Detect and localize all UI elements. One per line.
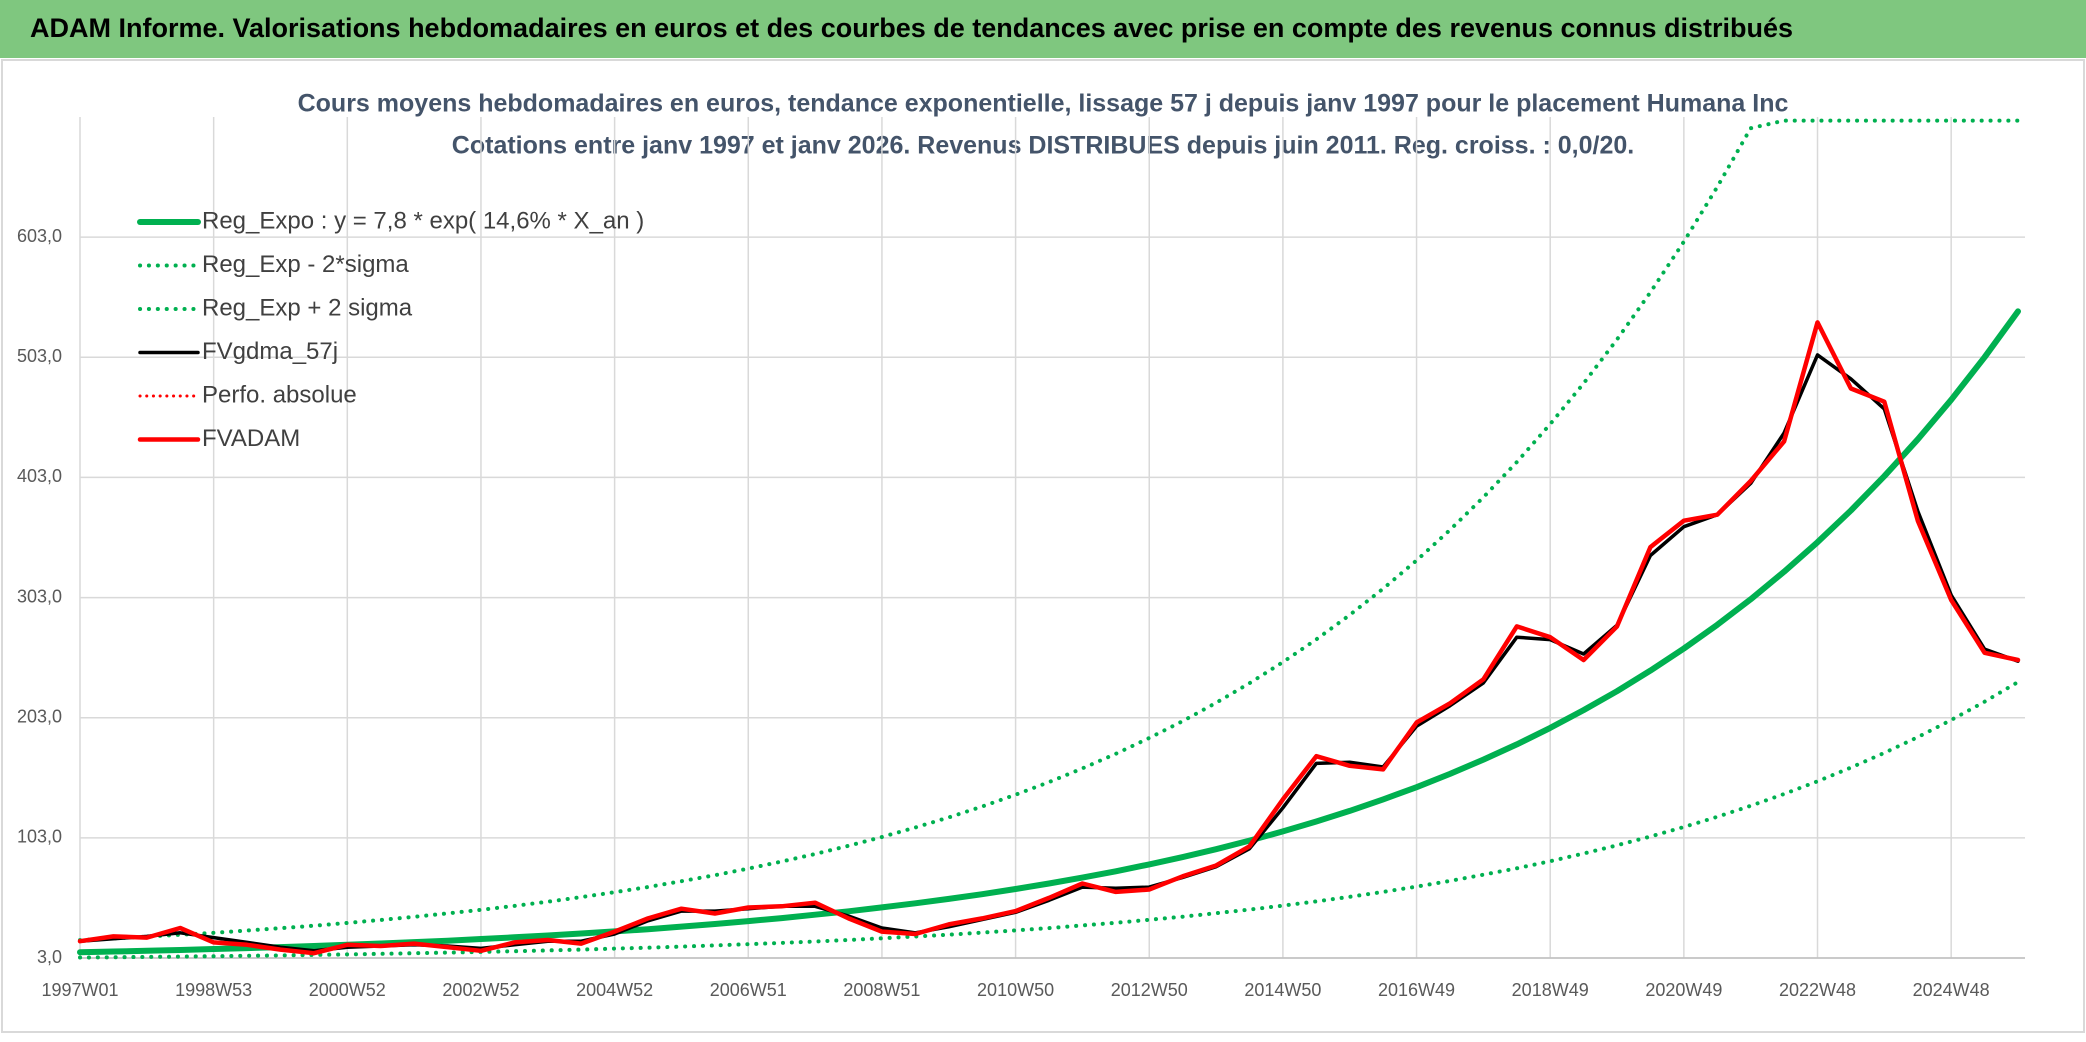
chart-title: Cours moyens hebdomadaires en euros, ten… <box>298 90 1789 118</box>
legend-label: Reg_Exp + 2 sigma <box>202 294 413 321</box>
y-tick-label: 3,0 <box>37 947 62 967</box>
y-tick-label: 503,0 <box>17 346 62 366</box>
x-tick-label: 2010W50 <box>977 980 1054 1000</box>
y-tick-label: 303,0 <box>17 586 62 606</box>
legend-label: FVADAM <box>202 425 300 452</box>
y-tick-label: 603,0 <box>17 226 62 246</box>
y-tick-label: 103,0 <box>17 827 62 847</box>
series-line <box>78 118 2020 943</box>
x-tick-label: 2006W51 <box>710 980 787 1000</box>
header-title: ADAM Informe. Valorisations hebdomadaire… <box>30 13 1793 43</box>
x-tick-label: 2016W49 <box>1378 980 1455 1000</box>
x-tick-label: 2002W52 <box>442 980 519 1000</box>
x-tick-label: 2004W52 <box>576 980 653 1000</box>
x-tick-label: 2000W52 <box>309 980 386 1000</box>
legend-label: FVgdma_57j <box>202 338 338 365</box>
chart-frame <box>1 59 2085 1033</box>
chart-subtitle: Cotations entre janv 1997 et janv 2026. … <box>452 132 1634 160</box>
x-tick-label: 2012W50 <box>1111 980 1188 1000</box>
series-line <box>77 320 2021 956</box>
legend-label: Reg_Expo : y = 7,8 * exp( 14,6% * X_an ) <box>202 207 644 234</box>
legend-label: Reg_Exp - 2*sigma <box>202 251 409 278</box>
x-tick-label: 2008W51 <box>843 980 920 1000</box>
legend: Reg_Expo : y = 7,8 * exp( 14,6% * X_an )… <box>137 207 644 452</box>
x-tick-label: 2020W49 <box>1645 980 1722 1000</box>
x-tick-label: 2018W49 <box>1512 980 1589 1000</box>
y-tick-label: 403,0 <box>17 466 62 486</box>
legend-label: Perfo. absolue <box>202 381 357 408</box>
x-tick-label: 1997W01 <box>41 980 118 1000</box>
x-tick-label: 2014W50 <box>1244 980 1321 1000</box>
series-line <box>78 680 2020 960</box>
y-tick-label: 203,0 <box>17 706 62 726</box>
grid: 3,0 103,0 203,0 303,0 403,0 503,0 603,0 1997W01… <box>17 117 2025 1000</box>
x-tick-label: 2024W48 <box>1913 980 1990 1000</box>
header-bar <box>0 0 2086 58</box>
plot <box>77 118 2021 960</box>
x-tick-label: 2022W48 <box>1779 980 1856 1000</box>
x-tick-label: 1998W53 <box>175 980 252 1000</box>
